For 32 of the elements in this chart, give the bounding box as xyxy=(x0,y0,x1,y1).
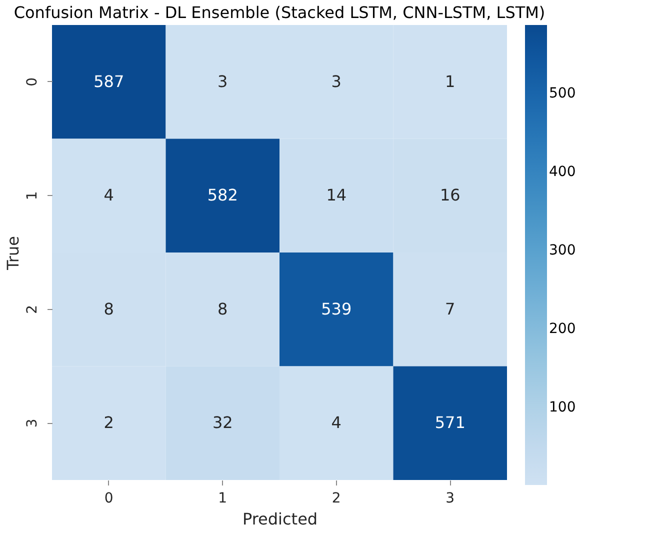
color-bar-label: 400 xyxy=(549,164,576,180)
y-axis-title: True xyxy=(4,236,22,271)
data-label: 14 xyxy=(326,186,347,205)
data-label: 3 xyxy=(218,72,228,91)
x-tick-label: 3 xyxy=(446,490,455,506)
x-tick-label: 0 xyxy=(104,490,114,506)
data-label: 32 xyxy=(212,413,233,432)
data-label: 4 xyxy=(331,413,342,432)
data-label: 587 xyxy=(94,72,124,91)
data-label: 571 xyxy=(434,413,466,432)
data-label: 3 xyxy=(331,72,342,91)
x-tick-label: 2 xyxy=(332,490,341,506)
data-label: 4 xyxy=(104,186,114,205)
color-bar-label: 500 xyxy=(549,85,576,102)
y-tick-label: 3 xyxy=(24,418,40,428)
chart-title: Confusion Matrix - DL Ensemble (Stacked LSTM, CNN-LSTM, LSTM) xyxy=(14,3,546,22)
data-label: 582 xyxy=(207,186,238,205)
data-label: 16 xyxy=(440,186,460,205)
data-label: 7 xyxy=(445,299,456,318)
data-label: 2 xyxy=(104,413,114,432)
data-label: 539 xyxy=(321,299,352,318)
y-tick-label: 2 xyxy=(24,304,40,314)
color-bar-label: 300 xyxy=(549,242,576,258)
y-tick-label: 1 xyxy=(24,191,40,200)
data-label: 1 xyxy=(445,72,456,91)
x-tick-label: 1 xyxy=(218,490,228,506)
x-axis-title: Predicted xyxy=(242,510,318,528)
color-bar-label: 100 xyxy=(549,399,576,416)
y-tick-label: 0 xyxy=(24,77,40,86)
data-label: 8 xyxy=(104,299,114,318)
color-bar-label: 200 xyxy=(549,320,576,337)
data-label: 8 xyxy=(218,299,228,318)
